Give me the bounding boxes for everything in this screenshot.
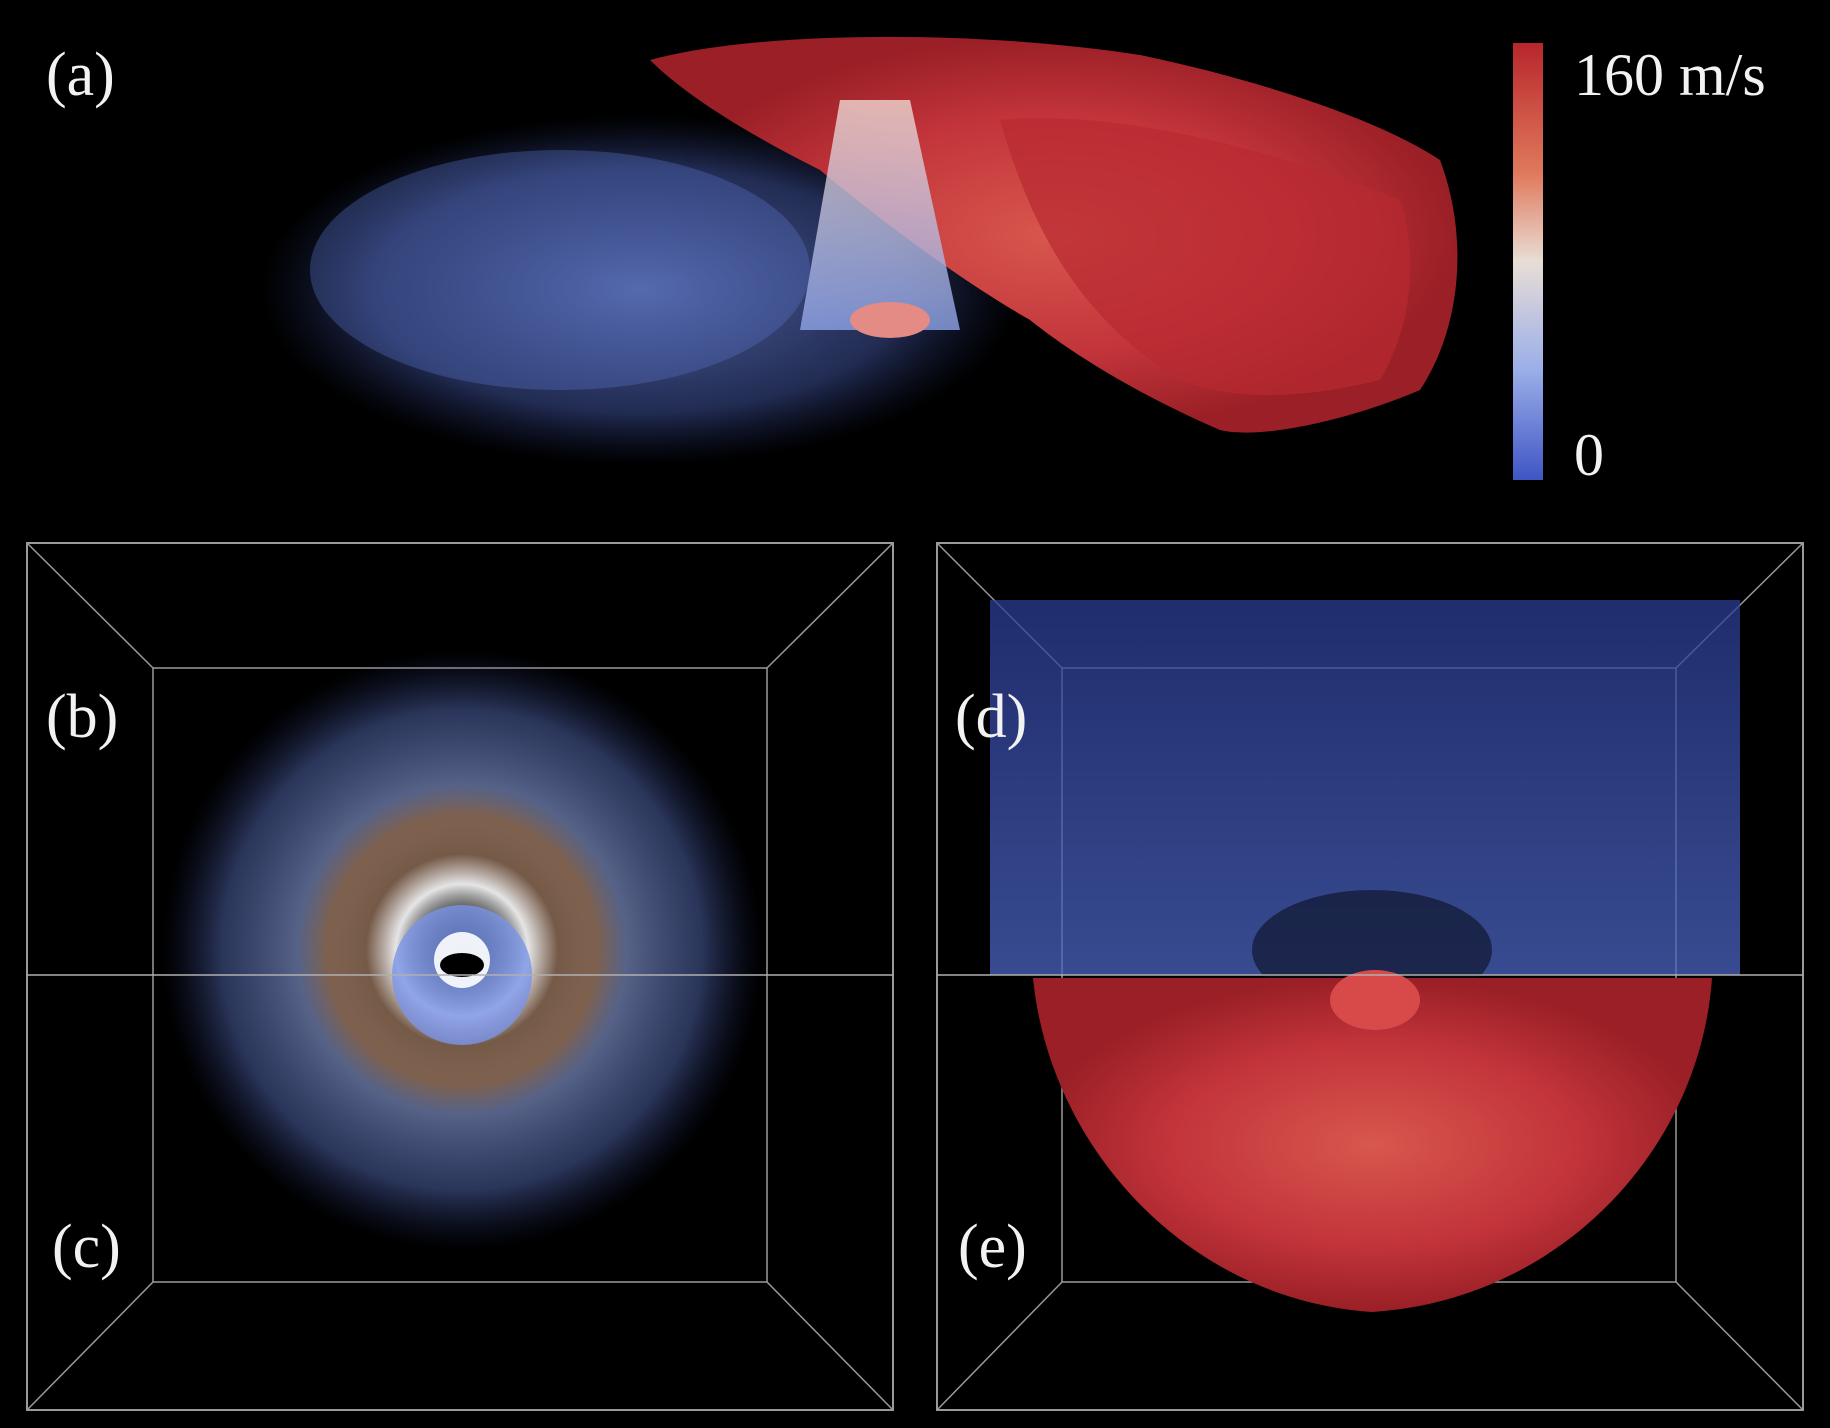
panel-label-c: (c) bbox=[52, 1213, 121, 1281]
panel-label-e: (e) bbox=[958, 1213, 1027, 1281]
colorbar-max-label: 160 m/s bbox=[1574, 42, 1766, 108]
panel-bc-visualization bbox=[26, 542, 894, 1411]
panel-label-d: (d) bbox=[955, 683, 1028, 751]
colorbar bbox=[1513, 43, 1543, 480]
panel-de-visualization bbox=[936, 542, 1804, 1411]
panel-label-b: (b) bbox=[46, 683, 119, 751]
panel-a-visualization bbox=[260, 36, 1458, 465]
colorbar-min-label: 0 bbox=[1574, 422, 1604, 488]
panel-label-a: (a) bbox=[46, 41, 115, 109]
